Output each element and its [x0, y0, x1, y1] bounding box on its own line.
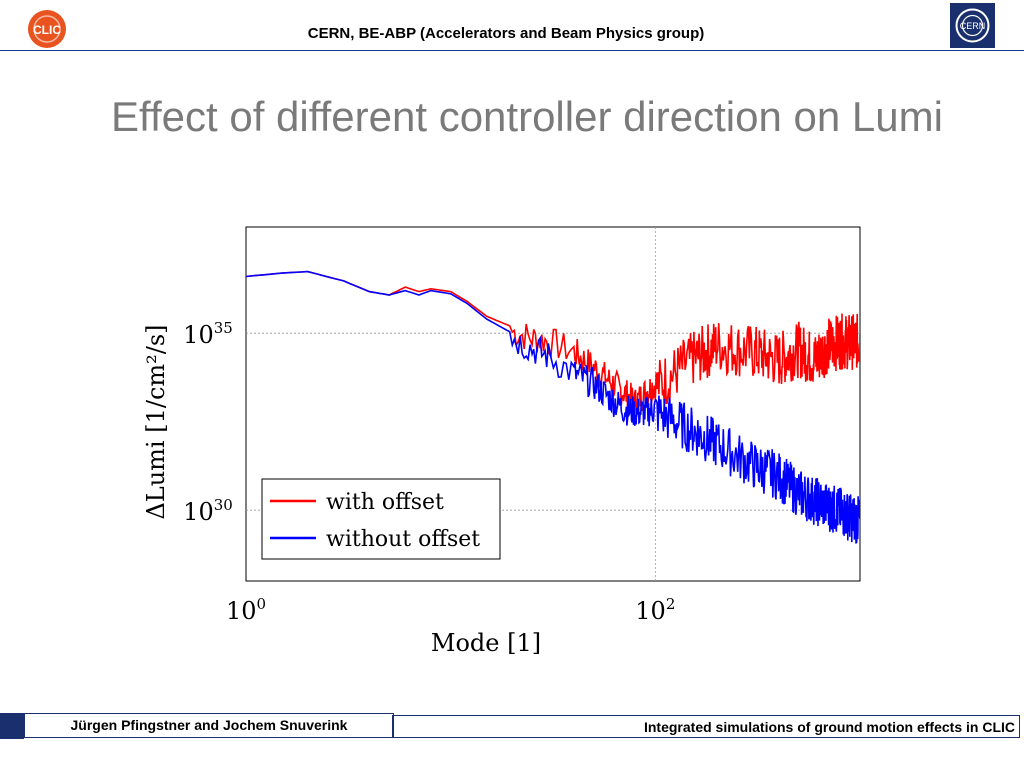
- slide-title: Effect of different controller direction…: [111, 93, 943, 140]
- footer-talk-title: Integrated simulations of ground motion …: [392, 715, 1020, 738]
- x-axis-label: Mode [1]: [431, 629, 541, 657]
- clic-logo-text: CLIC: [33, 23, 61, 37]
- x-tick-label: 100: [226, 595, 266, 625]
- y-tick-label: 1035: [183, 319, 233, 349]
- lumi-chart: 100 102 1030 1035 Mode [1] ΔLumi [1/cm²/s] wit…: [142, 226, 861, 657]
- cern-logo: CERN: [950, 3, 995, 48]
- series-line-with-offset: [246, 270, 860, 417]
- clic-logo: CLIC: [28, 10, 66, 48]
- legend-box: [261, 478, 501, 560]
- legend-label: with offset: [326, 490, 444, 515]
- header-organization: CERN, BE-ABP (Accelerators and Beam Phys…: [307, 25, 705, 42]
- y-axis-label: ΔLumi [1/cm²/s]: [142, 324, 170, 519]
- cern-logo-text: CERN: [960, 21, 986, 31]
- header-divider: [0, 50, 1024, 51]
- legend-label: without offset: [326, 527, 480, 552]
- x-tick-label: 102: [635, 595, 675, 625]
- series-line-without-offset: [246, 270, 860, 544]
- footer-accent-block: [0, 713, 24, 739]
- footer-authors: Jürgen Pfingstner and Jochem Snuverink: [24, 713, 394, 738]
- y-tick-label: 1030: [183, 496, 233, 526]
